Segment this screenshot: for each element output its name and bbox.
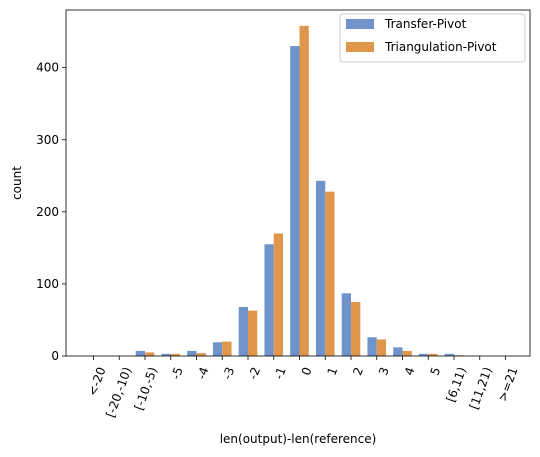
x-tick-label: [11,21) bbox=[467, 365, 495, 411]
bar-triangulation-pivot-9 bbox=[325, 192, 334, 356]
x-tick-label: 3 bbox=[376, 365, 392, 377]
y-tick-label: 400 bbox=[36, 61, 59, 75]
bar-transfer-pivot-2 bbox=[136, 351, 145, 356]
x-tick-label: -1 bbox=[272, 365, 289, 381]
x-tick-label: 2 bbox=[350, 365, 366, 377]
y-tick-label: 300 bbox=[36, 133, 59, 147]
x-tick-label: 0 bbox=[299, 365, 315, 377]
bar-triangulation-pivot-6 bbox=[248, 311, 257, 356]
bar-triangulation-pivot-2 bbox=[145, 352, 154, 356]
bar-transfer-pivot-10 bbox=[342, 293, 351, 356]
legend: Transfer-Pivot Triangulation-Pivot bbox=[340, 14, 525, 62]
legend-swatch-triangulation-pivot bbox=[346, 42, 374, 52]
x-tick-label: [6,11) bbox=[444, 365, 470, 404]
bar-transfer-pivot-9 bbox=[316, 181, 325, 356]
y-tick-label: 200 bbox=[36, 205, 59, 219]
bar-triangulation-pivot-5 bbox=[222, 342, 231, 356]
bar-triangulation-pivot-8 bbox=[300, 26, 309, 356]
legend-label-transfer-pivot: Transfer-Pivot bbox=[384, 17, 467, 31]
x-axis: <-20[-20,-10)[-10,-5) -5 -4 -3 -2 -1 0 1 2 3 4 5 [6,… bbox=[85, 356, 520, 419]
bar-transfer-pivot-6 bbox=[239, 307, 248, 356]
x-tick-label: >=21 bbox=[495, 365, 520, 403]
bar-transfer-pivot-12 bbox=[393, 347, 402, 356]
bar-transfer-pivot-11 bbox=[367, 337, 376, 356]
legend-swatch-transfer-pivot bbox=[346, 19, 374, 29]
bar-transfer-pivot-7 bbox=[264, 244, 273, 356]
x-tick-label: <-20 bbox=[85, 365, 108, 398]
x-tick-label: 4 bbox=[402, 365, 418, 377]
bar-transfer-pivot-8 bbox=[290, 46, 299, 356]
bar-triangulation-pivot-11 bbox=[377, 339, 386, 356]
bar-triangulation-pivot-10 bbox=[351, 302, 360, 356]
bar-transfer-pivot-5 bbox=[213, 342, 222, 356]
y-axis: 0 100 200 300 400 bbox=[36, 61, 66, 363]
x-tick-label: -3 bbox=[220, 365, 237, 381]
bar-triangulation-pivot-12 bbox=[403, 351, 412, 356]
x-tick-label: [-10,-5) bbox=[132, 365, 160, 412]
x-tick-label: 5 bbox=[428, 365, 444, 377]
x-tick-label: -5 bbox=[169, 365, 186, 381]
y-tick-label: 100 bbox=[36, 277, 59, 291]
x-tick-label: [-20,-10) bbox=[103, 365, 134, 419]
x-tick-label: 1 bbox=[325, 365, 341, 377]
bar-triangulation-pivot-4 bbox=[197, 353, 206, 356]
bar-triangulation-pivot-7 bbox=[274, 233, 283, 356]
x-axis-label: len(output)-len(reference) bbox=[220, 432, 377, 446]
x-tick-label: -2 bbox=[246, 365, 263, 381]
y-tick-label: 0 bbox=[51, 349, 59, 363]
legend-label-triangulation-pivot: Triangulation-Pivot bbox=[384, 40, 497, 54]
bar-transfer-pivot-4 bbox=[187, 351, 196, 356]
x-tick-label: -4 bbox=[194, 365, 211, 381]
y-axis-label: count bbox=[10, 166, 24, 200]
